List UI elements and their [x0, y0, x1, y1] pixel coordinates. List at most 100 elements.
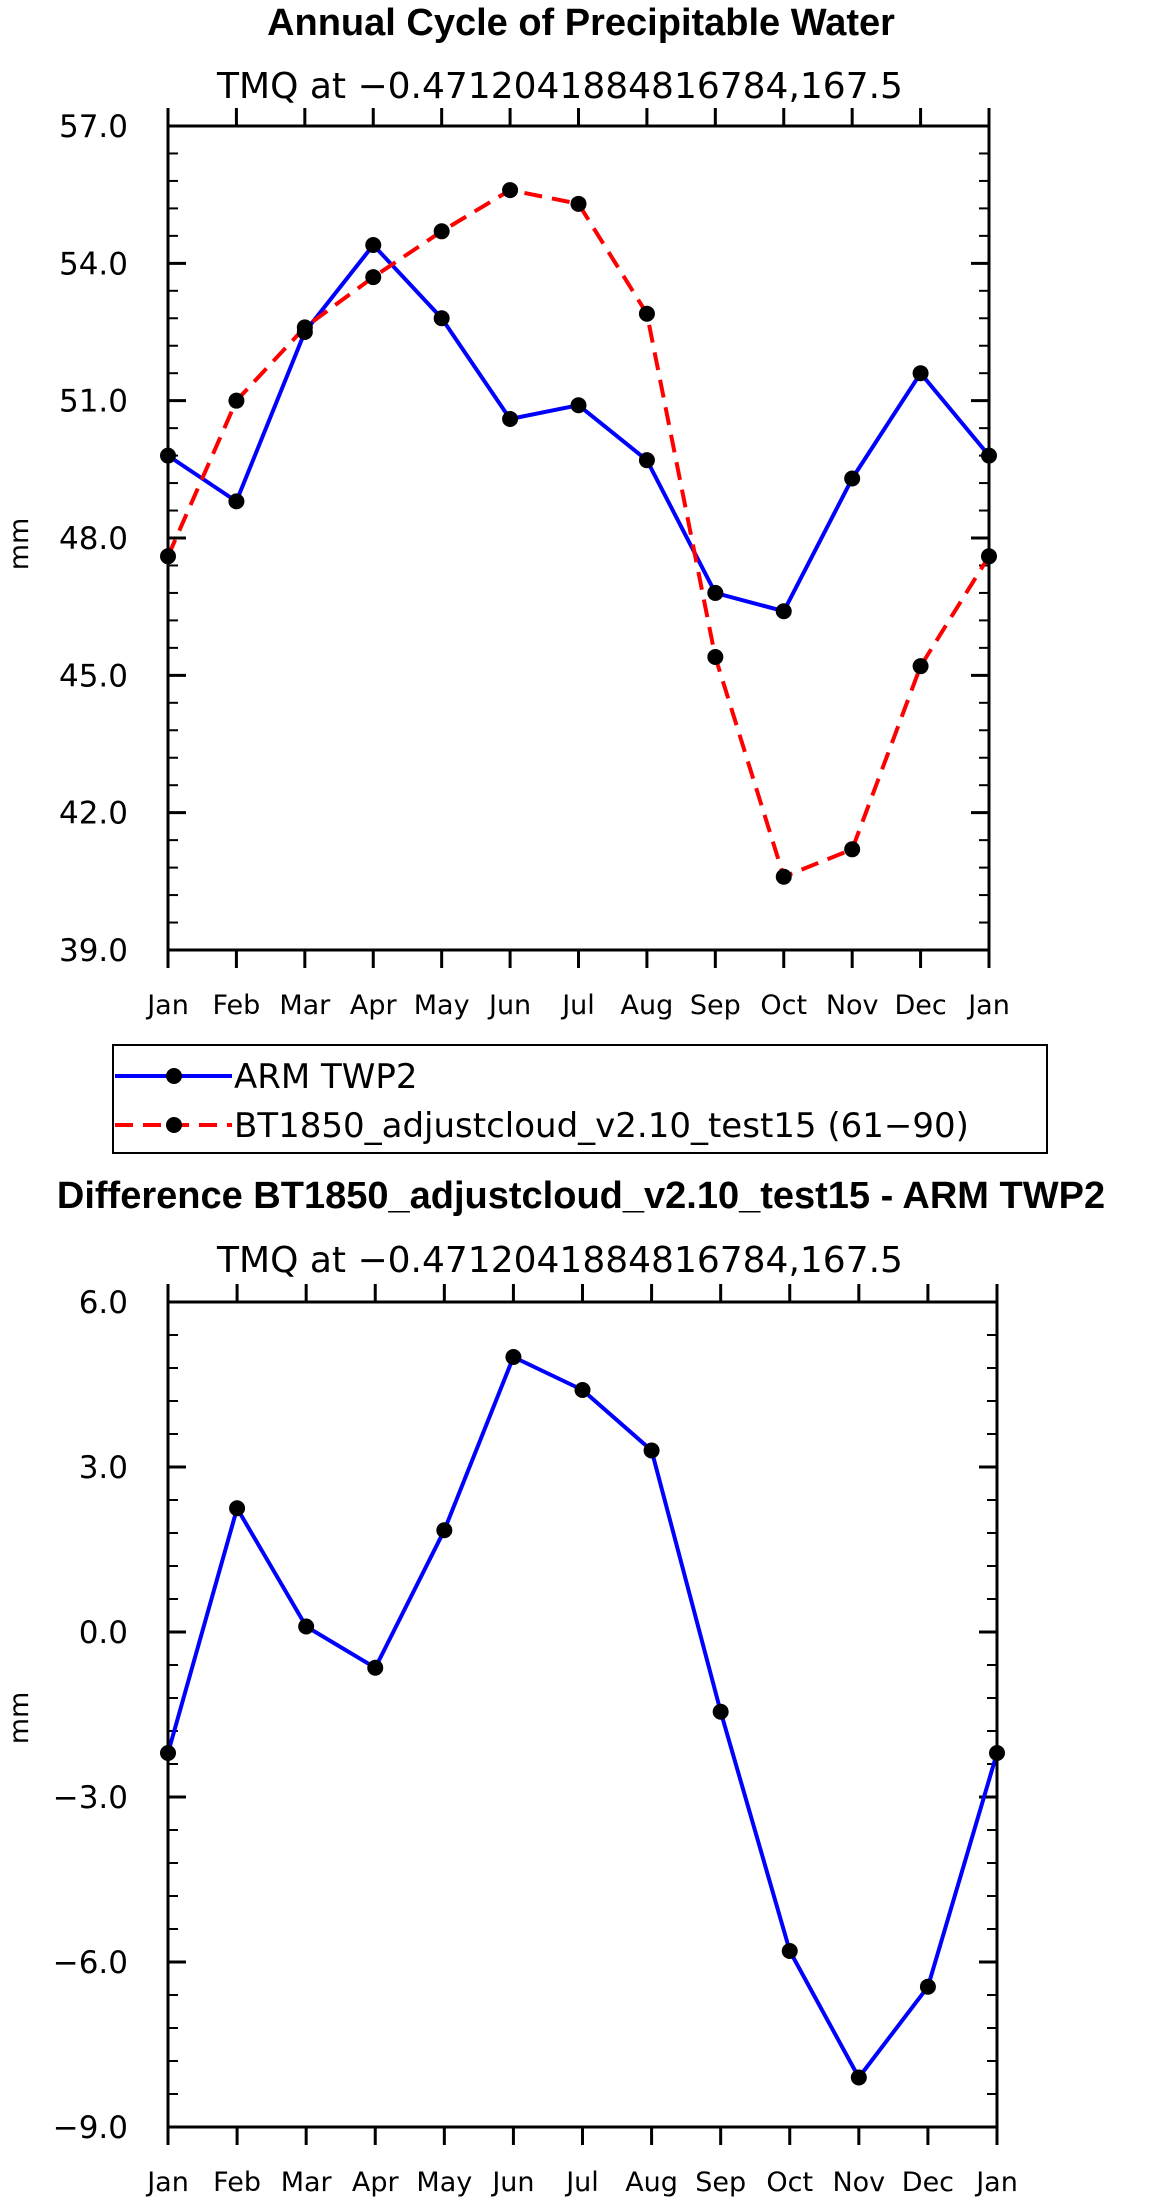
- y-tick-label: 42.0: [59, 796, 128, 832]
- x-tick-label: Apr: [350, 990, 398, 1021]
- data-point-marker: [912, 365, 929, 382]
- x-tick-label: Apr: [352, 2167, 400, 2198]
- chart-title: Annual Cycle of Precipitable Water: [267, 2, 895, 44]
- x-tick-label: Oct: [760, 990, 807, 1021]
- series-line: [166, 243, 991, 614]
- data-point-marker: [844, 470, 861, 487]
- x-tick-label: Feb: [213, 990, 261, 1021]
- y-tick-labels: −9.0 −6.0 −3.0 0.0 3.0 6.0: [53, 1285, 128, 2146]
- data-point-marker: [433, 310, 450, 327]
- y-tick-labels: 39.0 42.0 45.0 48.0 51.0 54.0 57.0: [59, 109, 128, 969]
- plot-frame: [166, 1300, 999, 2129]
- x-tick-label: Mar: [281, 2167, 333, 2198]
- data-point-marker: [367, 1659, 384, 1676]
- data-point-marker: [912, 658, 929, 675]
- y-axis-label: mm: [4, 518, 35, 571]
- annual-cycle-chart: Annual Cycle of Precipitable Water TMQ a…: [4, 2, 1048, 1154]
- data-point-marker: [505, 1349, 522, 1365]
- legend-label-arm: ARM TWP2: [234, 1057, 418, 1097]
- legend-swatch-marker: [166, 1068, 182, 1084]
- x-tick-label: Jan: [974, 2167, 1018, 2198]
- y-tick-label: 45.0: [59, 658, 128, 694]
- x-tick-labels: Jan Feb Mar Apr May Jun Jul Aug Sep Oct Nov Dec Jan: [145, 990, 1010, 1021]
- data-point-marker: [436, 1522, 453, 1539]
- x-tick-label: Jul: [564, 2167, 599, 2198]
- data-point-marker: [775, 603, 792, 620]
- x-tick-label: May: [414, 990, 470, 1021]
- x-tick-label: Feb: [213, 2167, 261, 2198]
- legend-label-model: BT1850_adjustcloud_v2.10_test15 (61−90): [234, 1106, 969, 1146]
- y-tick-label: 51.0: [59, 384, 128, 420]
- series-line: [166, 1355, 999, 2080]
- data-point-marker: [570, 195, 587, 212]
- chart-title: Difference BT1850_adjustcloud_v2.10_test…: [57, 1175, 1105, 1217]
- plot-frame: [166, 124, 991, 952]
- y-tick-label: 6.0: [79, 1285, 128, 1321]
- axis-ticks: [166, 108, 991, 968]
- x-tick-label: Jan: [966, 990, 1010, 1021]
- x-tick-label: Nov: [826, 990, 879, 1021]
- data-series: [160, 1349, 1005, 2086]
- data-point-marker: [433, 223, 450, 240]
- data-point-marker: [775, 868, 792, 885]
- y-tick-label: −9.0: [53, 2110, 128, 2146]
- x-tick-label: Nov: [832, 2167, 885, 2198]
- y-tick-label: 39.0: [59, 933, 128, 969]
- y-tick-label: −3.0: [53, 1780, 128, 1816]
- y-tick-label: 0.0: [79, 1615, 128, 1651]
- y-tick-label: 48.0: [59, 521, 128, 557]
- y-axis-label: mm: [4, 1692, 35, 1745]
- data-point-marker: [502, 182, 519, 199]
- y-tick-label: 3.0: [79, 1450, 128, 1486]
- data-point-marker: [365, 269, 382, 286]
- legend-box: [112, 1044, 1048, 1154]
- data-point-marker: [365, 237, 382, 254]
- difference-chart: Difference BT1850_adjustcloud_v2.10_test…: [4, 1175, 1105, 2198]
- legend-swatch-marker: [166, 1117, 182, 1133]
- x-tick-label: Jan: [145, 990, 189, 1021]
- data-point-marker: [228, 392, 245, 409]
- x-tick-label: Jun: [487, 990, 531, 1021]
- data-point-marker: [638, 452, 655, 469]
- x-tick-labels: Jan Feb Mar Apr May Jun Jul Aug Sep Oct Nov Dec Jan: [145, 2167, 1018, 2198]
- x-tick-label: Sep: [690, 990, 741, 1021]
- data-point-marker: [712, 1703, 729, 1720]
- data-point-marker: [502, 410, 519, 427]
- legend-item-arm: ARM TWP2: [115, 1057, 418, 1097]
- x-tick-label: Dec: [894, 990, 946, 1021]
- x-tick-label: Aug: [621, 990, 674, 1021]
- x-tick-label: Jun: [490, 2167, 534, 2198]
- axis-ticks: [166, 1284, 999, 2145]
- data-series: [160, 182, 997, 885]
- data-point-marker: [229, 1500, 246, 1517]
- chart-subtitle: TMQ at −0.4712041884816784,167.5: [216, 66, 903, 107]
- data-point-marker: [296, 319, 313, 336]
- data-point-marker: [781, 1943, 798, 1959]
- x-tick-label: Aug: [625, 2167, 678, 2198]
- chart-subtitle: TMQ at −0.4712041884816784,167.5: [216, 1240, 903, 1281]
- x-tick-label: Sep: [695, 2167, 746, 2198]
- x-tick-label: Dec: [902, 2167, 954, 2198]
- data-point-marker: [574, 1382, 591, 1398]
- legend: ARM TWP2 BT1850_adjustcloud_v2.10_test15…: [112, 1044, 1048, 1154]
- data-point-marker: [298, 1618, 315, 1635]
- x-tick-label: Oct: [766, 2167, 813, 2198]
- data-point-marker: [643, 1442, 660, 1459]
- data-point-marker: [844, 841, 861, 858]
- data-point-marker: [638, 305, 655, 322]
- x-tick-label: Mar: [279, 990, 331, 1021]
- data-point-marker: [919, 1978, 936, 1995]
- data-point-marker: [707, 649, 724, 666]
- data-point-marker: [707, 584, 724, 601]
- x-tick-label: Jan: [145, 2167, 189, 2198]
- legend-item-model: BT1850_adjustcloud_v2.10_test15 (61−90): [115, 1106, 969, 1146]
- y-tick-label: 54.0: [59, 246, 128, 282]
- data-point-marker: [228, 493, 245, 510]
- series-line: [166, 188, 991, 879]
- y-tick-label: −6.0: [53, 1945, 128, 1981]
- y-tick-label: 57.0: [59, 109, 128, 145]
- data-point-marker: [570, 397, 587, 414]
- x-tick-label: Jul: [560, 990, 595, 1021]
- data-point-marker: [850, 2069, 867, 2086]
